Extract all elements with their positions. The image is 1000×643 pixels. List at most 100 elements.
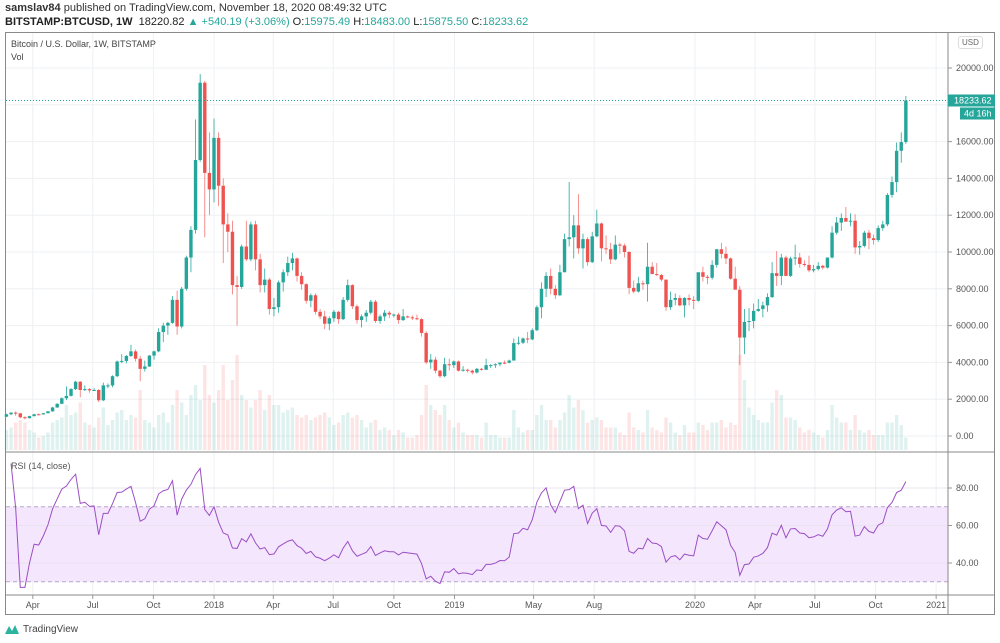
volume-bar [433, 410, 438, 450]
candle-body [452, 361, 456, 366]
candle-body [576, 225, 581, 249]
low-value: 15875.50 [422, 16, 469, 28]
volume-bar [452, 427, 456, 450]
volume-bar [133, 417, 138, 450]
candle-body [493, 364, 498, 366]
volume-bar [359, 420, 364, 450]
candle-body [272, 307, 276, 310]
y-tick-label: 6000.00 [956, 321, 989, 331]
countdown-tag [960, 107, 995, 120]
candle-body [253, 224, 258, 260]
volume-bar [318, 415, 322, 450]
candle-body [742, 321, 747, 338]
candle-body [779, 257, 784, 276]
volume-bar [489, 435, 493, 450]
candle-body [641, 283, 645, 285]
candle-body [203, 82, 207, 173]
candle-body [180, 288, 184, 327]
candle-body [322, 316, 327, 324]
candle-body [862, 232, 867, 246]
volume-bar [553, 427, 558, 450]
chart-frame[interactable] [5, 32, 995, 615]
volume-bar [871, 435, 876, 450]
volume-bar [558, 420, 562, 450]
candle-body [645, 266, 650, 285]
candle-body [299, 275, 304, 285]
candle-body [834, 222, 839, 233]
candle-body [13, 412, 18, 414]
candle-body [696, 272, 700, 301]
volume-bar [521, 432, 525, 450]
candle-body [355, 306, 359, 321]
candle-body [733, 278, 737, 290]
x-tick-label: Apr [748, 600, 762, 610]
volume-bar [382, 427, 387, 450]
volume-bar [55, 420, 59, 450]
candle-body [894, 150, 899, 183]
candle-body [327, 318, 332, 324]
y-tick-label: 8000.00 [956, 284, 989, 294]
volume-bar [180, 402, 184, 450]
x-tick-label: Apr [266, 600, 280, 610]
candle-body [650, 266, 654, 275]
candle-body [618, 244, 622, 246]
volume-bar [475, 435, 479, 450]
volume-bar [604, 427, 608, 450]
volume-bar [147, 422, 152, 450]
candle-body [32, 414, 36, 417]
volume-bar [687, 432, 691, 450]
candle-body [599, 223, 604, 249]
volume-bar [802, 432, 807, 450]
volume-bar [322, 412, 327, 450]
volume-label: Vol [11, 52, 24, 62]
volume-bar [525, 430, 530, 450]
volume-bar [751, 415, 756, 450]
candle-body [263, 279, 267, 286]
volume-bar [858, 430, 862, 450]
volume-bar [798, 427, 802, 450]
rsi-line [10, 463, 907, 588]
last-price-label: 18233.62 [954, 96, 992, 106]
candle-body [60, 398, 64, 404]
volume-bar [64, 405, 69, 450]
candle-body [848, 220, 853, 222]
volume-bar [447, 420, 451, 450]
candle-body [562, 239, 567, 273]
volume-bar [581, 410, 585, 450]
candle-body [844, 217, 848, 222]
candle-body [193, 160, 198, 230]
volume-bar [18, 420, 22, 450]
volume-bar [839, 422, 843, 450]
candle-body [78, 381, 82, 390]
currency-button[interactable]: USD [958, 36, 983, 49]
last-value: 18220.82 [138, 16, 185, 28]
candle-body [309, 295, 313, 301]
candle-body [419, 319, 424, 333]
brand-name: TradingView [23, 623, 79, 635]
candle-body [87, 389, 92, 391]
x-tick-label: Aug [586, 600, 602, 610]
volume-bar [516, 427, 521, 450]
candle-body [156, 332, 161, 352]
volume-bar [327, 417, 332, 450]
volume-bar [396, 430, 401, 450]
volume-bar [406, 437, 410, 450]
volume-bar [682, 425, 687, 450]
candle-body [858, 245, 862, 248]
candle-body [387, 312, 391, 315]
volume-bar [124, 420, 129, 450]
candle-body [124, 355, 129, 361]
volume-bar [304, 415, 308, 450]
candle-body [226, 224, 230, 232]
volume-bar [50, 422, 55, 450]
volume-bar [392, 435, 396, 450]
candle-body [507, 360, 511, 363]
volume-bar [369, 422, 373, 450]
volume-bar [193, 385, 198, 450]
high-label: H: [353, 16, 365, 28]
volume-bar [853, 415, 857, 450]
main-legend: Bitcoin / U.S. Dollar, 1W, BITSTAMP Vol [11, 38, 156, 64]
candle-body [83, 389, 87, 391]
volume-bar [627, 412, 631, 450]
